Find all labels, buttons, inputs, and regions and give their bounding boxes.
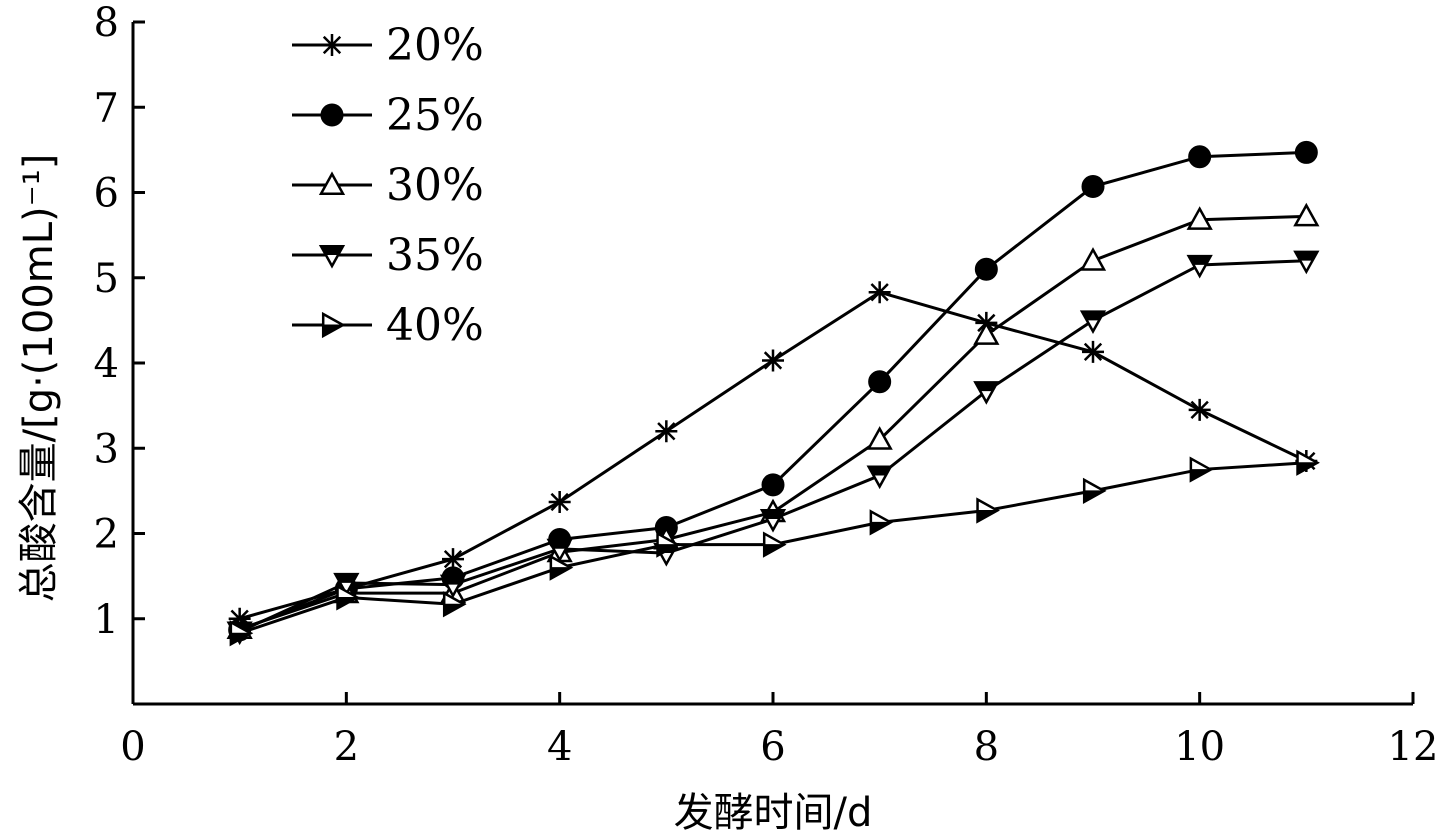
data-point: [336, 584, 360, 611]
series-group: [226, 140, 1320, 647]
x-tick-label: 4: [547, 724, 572, 770]
data-point: [868, 370, 892, 394]
data-point: [333, 572, 360, 597]
legend-item: 30%: [292, 160, 484, 211]
legend-marker: [321, 34, 343, 56]
data-point: [1186, 254, 1213, 279]
y-tick-label: 7: [94, 85, 119, 131]
data-point: [973, 381, 1000, 405]
data-point: [1189, 456, 1214, 483]
legend-label: 20%: [386, 20, 484, 71]
legend-marker: [321, 311, 346, 339]
data-point: [1188, 398, 1211, 421]
y-tick-label: 5: [94, 256, 119, 302]
data-point: [656, 531, 680, 558]
legend-item: 25%: [292, 90, 484, 141]
data-point: [974, 257, 998, 281]
data-point: [869, 509, 894, 536]
y-tick-label: 4: [94, 341, 119, 387]
data-point: [866, 465, 893, 490]
series-filled-circle: [228, 140, 1318, 642]
data-point: [1082, 477, 1107, 504]
x-tick-label: 6: [760, 724, 785, 770]
data-point: [1188, 145, 1212, 169]
legend-label: 40%: [386, 300, 484, 351]
data-point: [548, 490, 571, 513]
y-tick-label: 3: [94, 426, 119, 472]
legend-marker: [318, 244, 346, 269]
legend-label: 25%: [386, 90, 484, 141]
data-point: [1293, 202, 1320, 227]
x-tick-label: 2: [334, 724, 359, 770]
x-axis-title: 发酵时间/d: [674, 790, 873, 835]
data-point: [762, 349, 784, 372]
data-point: [1296, 449, 1320, 476]
y-tick-label: 1: [94, 597, 119, 643]
data-point: [1082, 340, 1104, 363]
legend-label: 35%: [386, 230, 484, 281]
data-point: [866, 426, 893, 450]
data-point: [1294, 140, 1318, 164]
legend-item: 20%: [292, 20, 484, 71]
data-point: [1186, 206, 1213, 230]
legend-marker: [318, 171, 346, 196]
data-point: [1081, 175, 1105, 199]
data-point: [442, 591, 467, 618]
legend-marker: [320, 103, 344, 127]
legend-item: 35%: [292, 230, 484, 281]
y-axis-title: 总酸含量/[g·(100mL)⁻¹]: [16, 154, 62, 603]
data-point: [976, 497, 1000, 524]
legend-item: 40%: [292, 300, 484, 351]
data-point: [439, 574, 467, 599]
series-half-triangle-right: [229, 449, 1320, 647]
y-tick-label: 8: [94, 0, 119, 46]
x-tick-label: 0: [120, 724, 145, 770]
data-point: [761, 473, 785, 497]
data-point: [229, 620, 254, 647]
x-tick-label: 10: [1174, 724, 1225, 770]
data-point: [868, 281, 891, 304]
data-point: [1079, 247, 1107, 271]
y-tick-label: 2: [94, 512, 119, 558]
data-point: [1293, 250, 1320, 275]
data-point: [549, 554, 574, 581]
data-point: [759, 508, 787, 533]
data-point: [546, 538, 573, 563]
legend: 20% 25% 30% 35% 40%: [292, 20, 484, 351]
data-point: [1079, 310, 1107, 334]
x-tick-label: 12: [1388, 724, 1439, 770]
series-line: [239, 150, 1307, 632]
data-point: [655, 420, 678, 443]
x-tick-label: 8: [974, 724, 999, 770]
data-point: [762, 531, 787, 558]
data-point: [442, 548, 464, 571]
data-point: [973, 321, 1000, 345]
legend-label: 30%: [386, 160, 484, 211]
y-tick-label: 6: [94, 171, 119, 217]
